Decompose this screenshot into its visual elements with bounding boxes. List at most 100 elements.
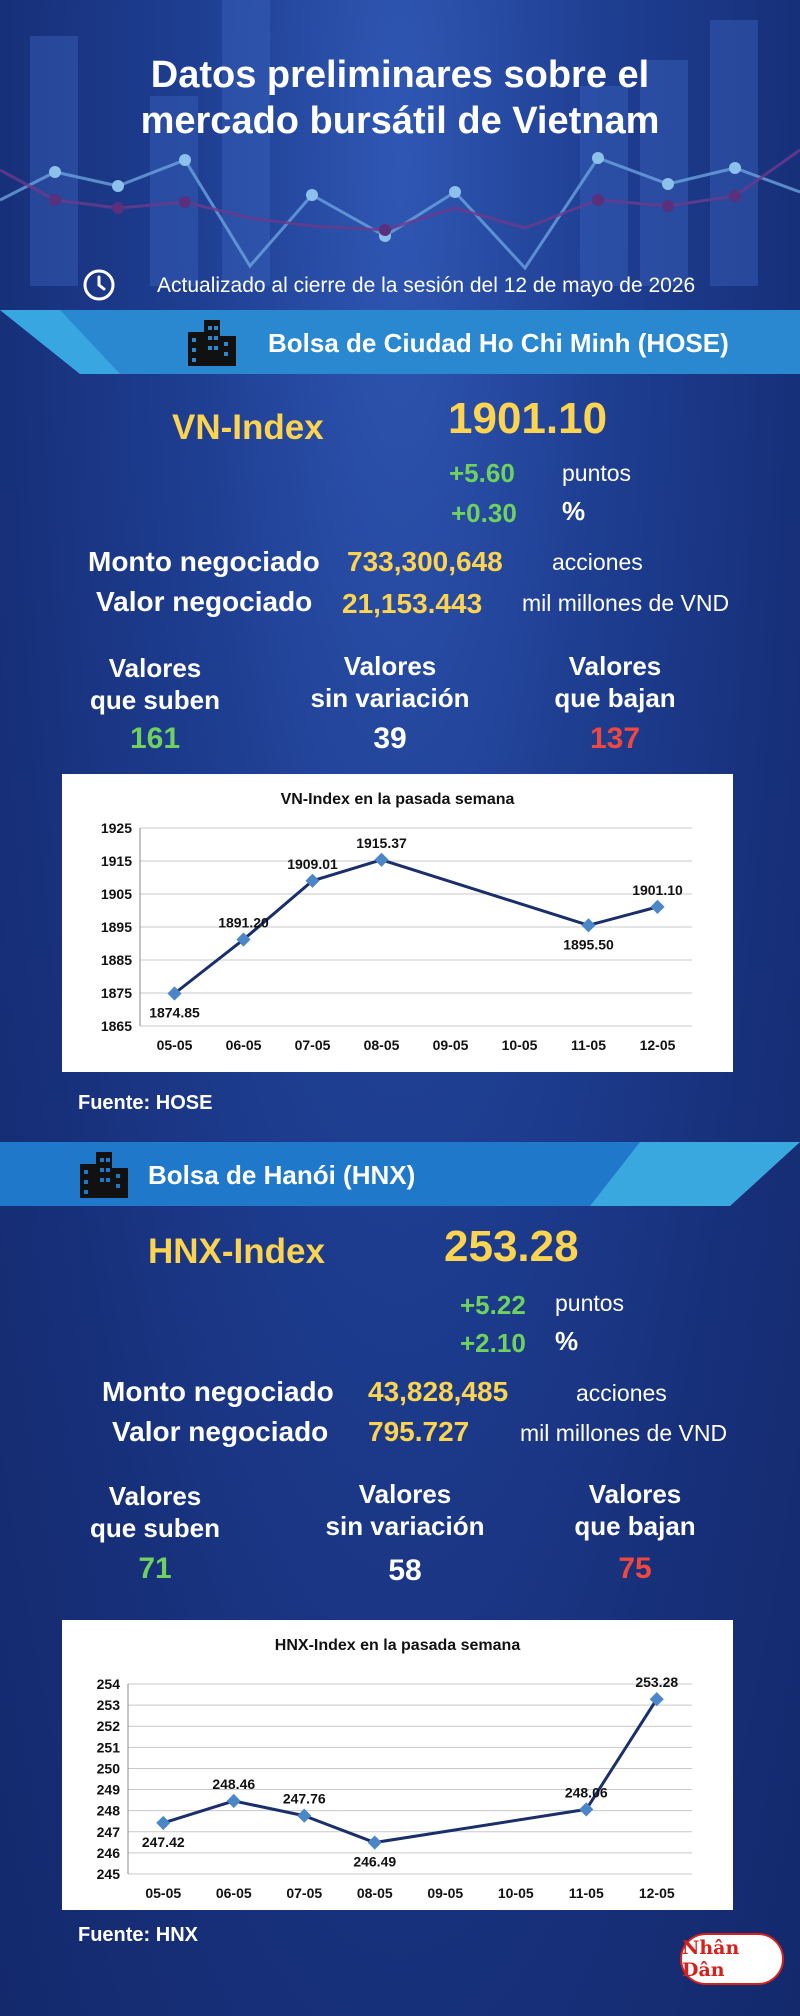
hnx-chart-panel: HNX-Index en la pasada semana 245 246 247 24… (62, 1620, 733, 1910)
hnx-up-value: 71 (138, 1552, 172, 1585)
hose-pct-unit: % (562, 496, 586, 526)
series-line (173, 858, 658, 995)
x-tick-label: 12-05 (639, 1885, 675, 1901)
hnx-value-unit: mil millones de VND (520, 1420, 728, 1446)
hose-change-pct: +0.30 (451, 498, 517, 528)
y-tick-label: 245 (97, 1866, 121, 1882)
hose-up-label: Valores que suben (89, 653, 220, 715)
data-label: 247.42 (142, 1834, 185, 1850)
data-label: 248.46 (212, 1776, 255, 1792)
hnx-flat-value: 58 (388, 1554, 422, 1587)
x-tick-label: 06-05 (216, 1885, 252, 1901)
y-tick-label: 1885 (101, 952, 132, 968)
data-point-marker (236, 932, 251, 947)
x-tick-label: 11-05 (571, 1037, 606, 1053)
hose-section-title: Bolsa de Ciudad Ho Chi Minh (HOSE) (268, 328, 729, 358)
x-tick-label: 08-05 (364, 1037, 400, 1053)
y-tick-label: 1875 (101, 985, 132, 1001)
x-tick-label: 11-05 (569, 1885, 604, 1901)
hnx-pct-unit: % (555, 1326, 579, 1356)
x-tick-label: 07-05 (295, 1037, 331, 1053)
data-label: 1891.20 (218, 915, 269, 931)
hnx-change-pct: +2.10 (460, 1328, 526, 1358)
x-tick-label: 07-05 (286, 1885, 322, 1901)
y-tick-label: 246 (97, 1845, 121, 1861)
hnx-index-label: HNX-Index (148, 1232, 325, 1271)
data-point-marker (579, 1802, 594, 1817)
hnx-value-label: Valor negociado (112, 1416, 329, 1447)
nhan-dan-logo: Nhân Dân (680, 1933, 784, 1985)
hnx-change-points: +5.22 (460, 1290, 526, 1320)
hose-value-label: Valor negociado (96, 586, 313, 617)
hnx-index-value: 253.28 (444, 1222, 579, 1271)
x-tick-label: 12-05 (640, 1037, 676, 1053)
x-tick-label: 09-05 (427, 1885, 463, 1901)
hnx-source: Fuente: HNX (78, 1924, 198, 1946)
data-label: 248.06 (565, 1784, 608, 1800)
hose-chart-panel: VN-Index en la pasada semana 1865 1875 1885… (62, 774, 733, 1072)
hnx-points-unit: puntos (555, 1290, 625, 1316)
hnx-volume-value: 43,828,485 (368, 1376, 509, 1407)
hose-down-label: Valores que bajan (554, 651, 676, 713)
data-point-marker (167, 986, 182, 1001)
hnx-index-chart: HNX-Index en la pasada semana 245 246 247 24… (97, 1637, 692, 1901)
vn-index-chart: VN-Index en la pasada semana 1865 1875 1885… (101, 791, 692, 1053)
chart-title: HNX-Index en la pasada semana (275, 1637, 521, 1654)
building-icon (188, 320, 236, 366)
y-tick-label: 249 (97, 1782, 121, 1798)
data-point-marker (581, 918, 596, 933)
building-icon (80, 1152, 128, 1198)
hnx-up-label: Valores que suben (89, 1481, 220, 1543)
page-title: Datos preliminares sobre el mercado burs… (140, 54, 660, 142)
y-tick-label: 1895 (101, 919, 132, 935)
data-label: 247.76 (283, 1791, 326, 1807)
hnx-down-label: Valores que bajan (574, 1479, 696, 1541)
x-tick-label: 10-05 (502, 1037, 538, 1053)
hose-source: Fuente: HOSE (78, 1092, 213, 1114)
y-tick-label: 253 (97, 1697, 121, 1713)
data-label: 1915.37 (356, 835, 407, 851)
hose-flat-label: Valores sin variación (310, 651, 470, 713)
hose-volume-value: 733,300,648 (347, 546, 503, 577)
x-tick-label: 09-05 (433, 1037, 469, 1053)
y-tick-label: 250 (97, 1760, 121, 1776)
x-tick-label: 05-05 (145, 1885, 181, 1901)
data-point-marker (226, 1793, 241, 1809)
data-point-marker (374, 852, 389, 867)
x-tick-label: 08-05 (357, 1885, 393, 1901)
updated-timestamp: Actualizado al cierre de la sesión del 1… (157, 274, 696, 297)
x-tick-label: 05-05 (157, 1037, 193, 1053)
hose-up-value: 161 (129, 722, 181, 755)
data-label: 1895.50 (563, 936, 614, 952)
data-label: 1909.01 (287, 856, 338, 872)
y-tick-label: 251 (97, 1739, 121, 1755)
y-tick-label: 1905 (101, 886, 132, 902)
y-tick-label: 1915 (101, 853, 132, 869)
data-point-marker (649, 1692, 664, 1707)
y-tick-label: 247 (97, 1824, 121, 1840)
header-decoration (0, 0, 800, 286)
x-tick-label: 10-05 (498, 1885, 534, 1901)
series-line (162, 1698, 659, 1845)
hose-flat-value: 39 (373, 722, 407, 755)
hose-value-value: 21,153.443 (342, 588, 483, 619)
data-label: 253.28 (635, 1674, 678, 1690)
data-point-marker (650, 899, 665, 914)
hnx-volume-label: Monto negociado (102, 1376, 334, 1407)
y-tick-label: 252 (97, 1718, 121, 1734)
y-tick-label: 248 (97, 1803, 121, 1819)
hnx-volume-unit: acciones (576, 1380, 667, 1406)
data-point-marker (156, 1815, 171, 1830)
hose-down-value: 137 (589, 722, 641, 755)
data-label: 246.49 (353, 1854, 396, 1870)
chart-title: VN-Index en la pasada semana (281, 791, 515, 808)
y-tick-label: 254 (97, 1676, 121, 1692)
logo-text: Nhân Dân (682, 1937, 740, 1981)
hnx-value-value: 795.727 (368, 1416, 470, 1447)
hnx-section-title: Bolsa de Hanói (HNX) (148, 1160, 416, 1190)
hose-volume-unit: acciones (552, 549, 643, 575)
y-tick-label: 1865 (101, 1018, 132, 1034)
x-tick-label: 06-05 (226, 1037, 262, 1053)
data-point-marker (367, 1835, 382, 1850)
hnx-down-value: 75 (618, 1552, 652, 1585)
